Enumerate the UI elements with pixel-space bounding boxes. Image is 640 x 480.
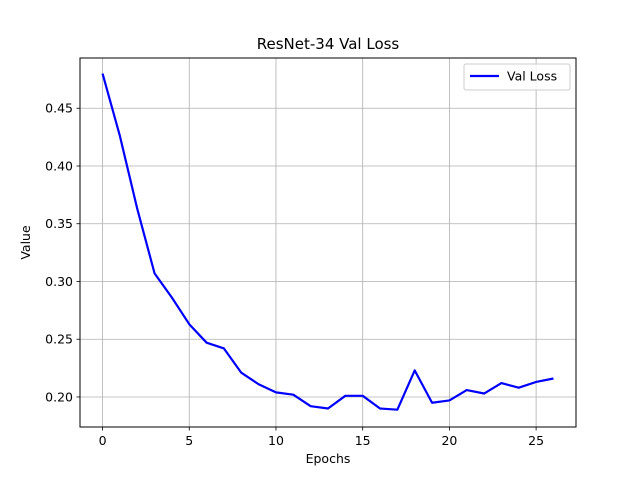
x-tick-label-3: 15 [355,433,371,448]
legend: Val Loss [463,63,571,91]
y-tick-label-5: 0.45 [45,101,73,116]
plot-frame [79,57,577,428]
y-axis-ticks: 0.20 0.25 0.30 0.35 0.40 0.45 [45,101,80,404]
legend-box [463,63,571,91]
y-tick-label-3: 0.35 [45,216,73,231]
x-tick-label-2: 10 [268,433,284,448]
y-tick-label-2: 0.30 [45,274,73,289]
x-tick-label-0: 0 [99,433,107,448]
x-axis-ticks: 0 5 10 15 20 25 [99,427,544,448]
y-tick-label-0: 0.20 [45,389,73,404]
grid [80,58,576,427]
series-line-0 [101,73,554,411]
y-tick-label-4: 0.40 [45,158,73,173]
y-axis-title: Value [18,225,33,260]
x-tick-label-1: 5 [185,433,193,448]
x-tick-label-4: 20 [441,433,457,448]
y-tick-label-1: 0.25 [45,332,73,347]
x-axis-title: Epochs [306,451,351,466]
x-tick-label-5: 25 [528,433,544,448]
legend-label: Val Loss [507,69,557,84]
chart-title: ResNet-34 Val Loss [257,35,400,53]
series-layer [101,73,554,411]
